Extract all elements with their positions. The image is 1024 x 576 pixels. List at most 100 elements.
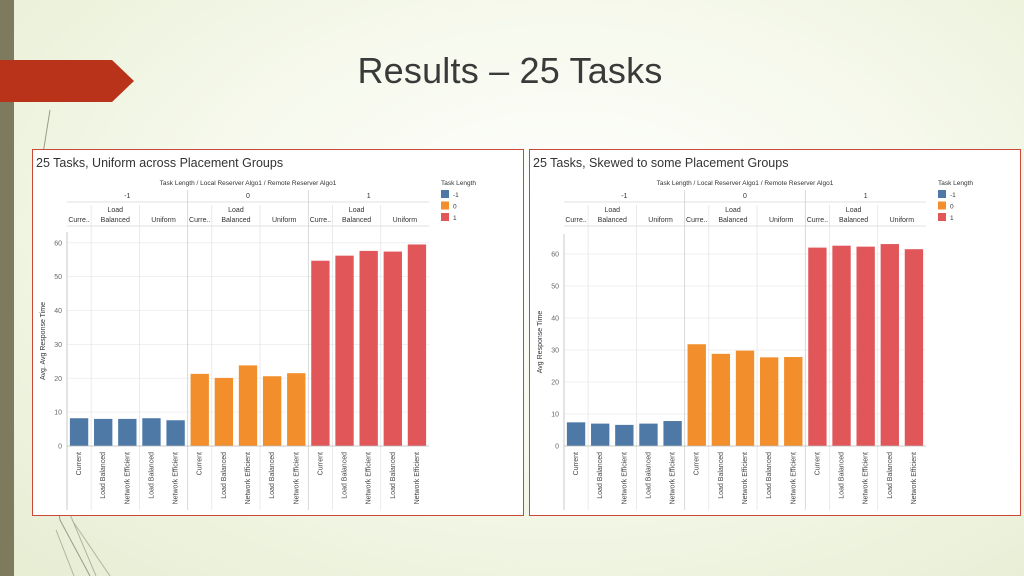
bar — [94, 418, 113, 446]
local-reserver-header: Balanced — [718, 217, 747, 224]
bar — [832, 245, 851, 446]
x-tick-label: Network Efficient — [790, 452, 797, 504]
y-tick-label: 40 — [54, 308, 62, 315]
bar — [359, 250, 378, 446]
x-tick-label: Load Balanced — [718, 452, 725, 499]
bar — [639, 423, 658, 446]
y-tick-label: 50 — [54, 274, 62, 281]
bar — [591, 423, 610, 446]
x-tick-label: Current — [814, 452, 821, 475]
local-reserver-header: Curre.. — [807, 217, 828, 224]
bar — [615, 424, 634, 446]
legend-title: Task Length — [441, 180, 476, 187]
x-tick-label: Network Efficient — [293, 452, 300, 504]
x-tick-label: Load Balanced — [100, 452, 107, 499]
x-tick-label: Network Efficient — [742, 452, 749, 504]
x-tick-label: Load Balanced — [766, 452, 773, 499]
x-tick-label: Network Efficient — [911, 452, 918, 504]
legend-swatch — [441, 190, 449, 198]
local-reserver-header: Uniform — [272, 217, 297, 224]
chart-panel-skewed: 25 Tasks, Skewed to some Placement Group… — [529, 149, 1021, 516]
x-tick-label: Load Balanced — [342, 452, 349, 499]
bar — [69, 418, 89, 446]
header-title: Task Length / Local Reserver Algo1 / Rem… — [657, 180, 834, 187]
y-tick-label: 20 — [551, 380, 559, 387]
legend-item: 0 — [453, 204, 457, 211]
y-tick-label: 10 — [54, 410, 62, 417]
legend-swatch — [441, 213, 449, 221]
local-reserver-header: Load — [846, 207, 862, 214]
local-reserver-header: Balanced — [598, 217, 627, 224]
x-tick-label: Load Balanced — [269, 452, 276, 499]
bar — [383, 251, 402, 446]
x-tick-label: Network Efficient — [366, 452, 373, 504]
slide-title: Results – 25 Tasks — [357, 50, 663, 91]
chart-title: 25 Tasks, Skewed to some Placement Group… — [533, 156, 788, 170]
x-tick-label: Network Efficient — [414, 452, 421, 504]
x-tick-label: Network Efficient — [670, 452, 677, 504]
x-tick-label: Load Balanced — [148, 452, 155, 499]
local-reserver-header: Load — [228, 207, 244, 214]
bar — [238, 365, 258, 446]
bar — [262, 376, 282, 446]
x-tick-label: Current — [694, 452, 701, 475]
task-length-header: 0 — [246, 193, 250, 200]
bar — [880, 244, 899, 446]
y-tick-label: 0 — [58, 444, 62, 451]
x-tick-label: Load Balanced — [887, 452, 894, 499]
legend-title: Task Length — [938, 180, 973, 187]
bar — [784, 357, 803, 446]
bar — [856, 246, 875, 446]
x-tick-label: Network Efficient — [863, 452, 870, 504]
chart-panel-uniform: 25 Tasks, Uniform across Placement Group… — [32, 149, 524, 516]
bar — [166, 420, 185, 446]
bar — [711, 353, 731, 446]
legend-swatch — [938, 201, 946, 210]
y-axis-label: Avg Response Time — [537, 311, 544, 374]
local-reserver-header: Uniform — [648, 217, 673, 224]
x-tick-label: Current — [76, 452, 83, 475]
local-reserver-header: Load — [107, 207, 123, 214]
local-reserver-header: Curre.. — [686, 217, 707, 224]
x-tick-label: Load Balanced — [839, 452, 846, 499]
local-reserver-header: Balanced — [342, 217, 371, 224]
y-tick-label: 0 — [555, 444, 559, 451]
x-tick-label: Current — [573, 452, 580, 475]
title-tab-arrow — [0, 60, 134, 102]
x-tick-label: Load Balanced — [597, 452, 604, 499]
local-reserver-header: Curre.. — [189, 217, 210, 224]
y-tick-label: 60 — [551, 252, 559, 259]
task-length-header: -1 — [124, 193, 130, 200]
x-tick-label: Load Balanced — [645, 452, 652, 499]
chart-title: 25 Tasks, Uniform across Placement Group… — [36, 156, 283, 170]
bar — [808, 247, 827, 446]
y-tick-label: 30 — [54, 342, 62, 349]
bar — [142, 418, 161, 446]
local-reserver-header: Load — [604, 207, 620, 214]
local-reserver-header: Balanced — [101, 217, 130, 224]
task-length-header: 1 — [864, 193, 868, 200]
bar — [287, 373, 306, 446]
local-reserver-header: Curre.. — [565, 217, 586, 224]
local-reserver-header: Load — [725, 207, 741, 214]
legend-swatch — [938, 213, 946, 221]
bar — [735, 350, 755, 446]
x-tick-label: Load Balanced — [221, 452, 228, 499]
x-tick-label: Load Balanced — [390, 452, 397, 499]
bar — [190, 373, 209, 446]
local-reserver-header: Balanced — [839, 217, 868, 224]
local-reserver-header: Uniform — [890, 217, 915, 224]
bar — [407, 244, 427, 446]
bar — [566, 422, 586, 446]
y-tick-label: 50 — [551, 284, 559, 291]
local-reserver-header: Curre.. — [68, 217, 89, 224]
x-tick-label: Network Efficient — [173, 452, 180, 504]
y-tick-label: 10 — [551, 412, 559, 419]
legend-item: -1 — [950, 192, 956, 199]
legend-item: 1 — [453, 215, 457, 222]
x-tick-label: Network Efficient — [245, 452, 252, 504]
legend-item: 1 — [950, 215, 954, 222]
legend-swatch — [441, 201, 449, 210]
header-title: Task Length / Local Reserver Algo1 / Rem… — [160, 180, 337, 187]
x-tick-label: Current — [197, 452, 204, 475]
